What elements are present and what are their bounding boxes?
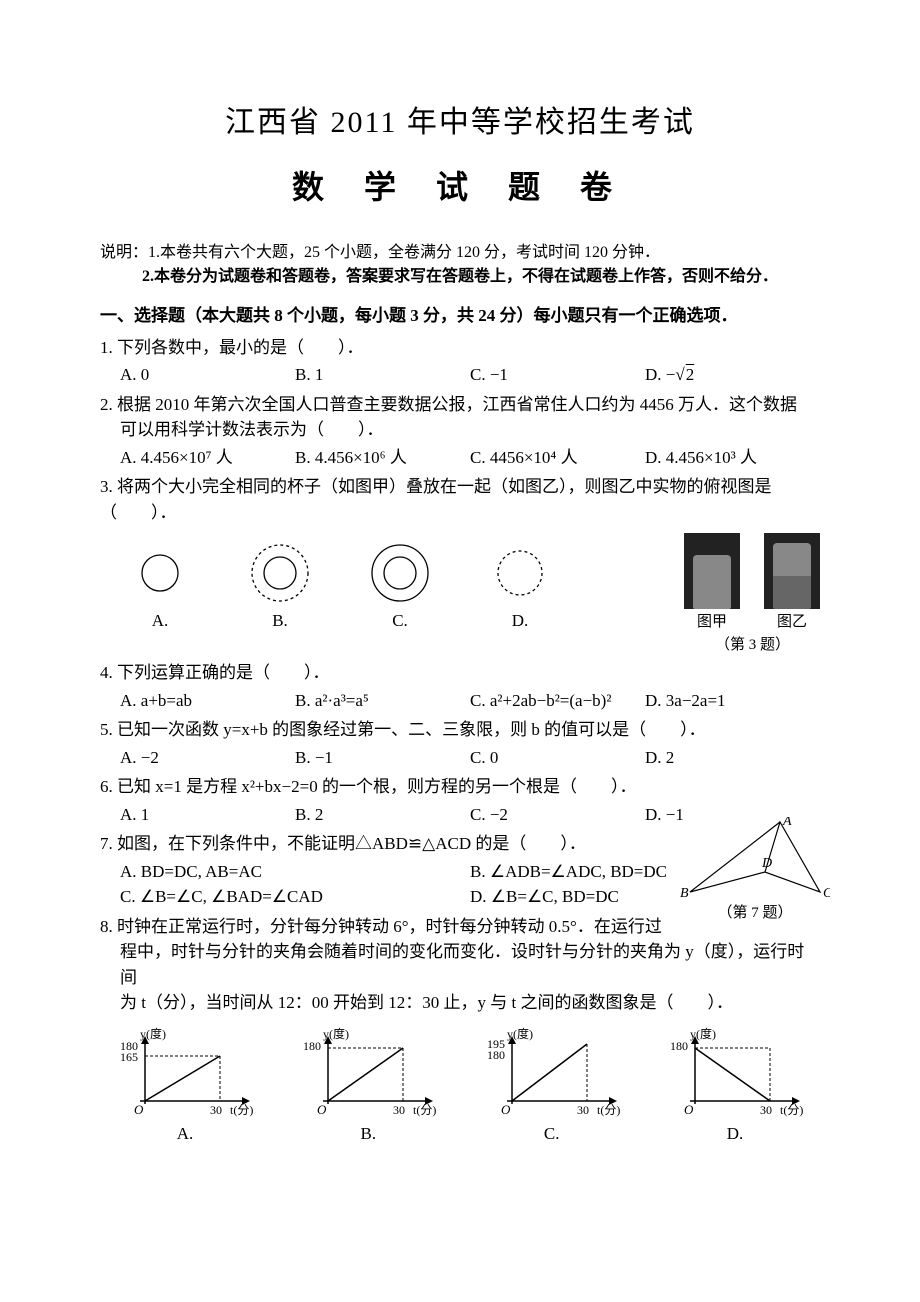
q3-opt-a: A. xyxy=(100,538,220,634)
svg-text:180: 180 xyxy=(303,1039,321,1053)
svg-text:O: O xyxy=(501,1102,511,1117)
q7-opt-a: A. BD=DC, AB=AC xyxy=(120,859,470,885)
question-3: 3. 将两个大小完全相同的杯子（如图甲）叠放在一起（如图乙），则图乙中实物的俯视… xyxy=(100,474,820,656)
q5-opt-a: A. −2 xyxy=(120,745,295,771)
instructions: 说明：1.本卷共有六个大题，25 个小题，全卷满分 120 分，考试时间 120… xyxy=(100,241,820,289)
q2-opt-a: A. 4.456×10⁷ 人 xyxy=(120,445,295,471)
q2-text2: 可以用科学计数法表示为（ ）． xyxy=(120,417,820,443)
q3-fig-d xyxy=(485,538,555,608)
section1-title: 一、选择题（本大题共 8 个小题，每小题 3 分，共 24 分）每小题只有一个正… xyxy=(100,303,820,329)
q2-opt-c: C. 4456×10⁴ 人 xyxy=(470,445,645,471)
q1-opt-d: D. −√2 xyxy=(645,362,820,388)
q8-chart-d: y(度) 180 O 30 t(分) D. xyxy=(650,1026,820,1147)
q3-opt-c: C. xyxy=(340,538,460,634)
q6-opt-b: B. 2 xyxy=(295,802,470,828)
q3-fig-jia: 图甲 xyxy=(684,533,740,634)
q7-caption: （第 7 题） xyxy=(680,902,830,925)
q2-text1: 2. 根据 2010 年第六次全国人口普查主要数据公报，江西省常住人口约为 44… xyxy=(100,392,820,418)
question-5: 5. 已知一次函数 y=x+b 的图象经过第一、二、三象限，则 b 的值可以是（… xyxy=(100,717,820,770)
question-2: 2. 根据 2010 年第六次全国人口普查主要数据公报，江西省常住人口约为 44… xyxy=(100,392,820,471)
exam-subtitle: 数 学 试 题 卷 xyxy=(100,163,820,211)
q3-fig-a xyxy=(130,543,190,603)
q5-opt-b: B. −1 xyxy=(295,745,470,771)
svg-text:t(分): t(分) xyxy=(230,1103,253,1117)
q8-chart-c: y(度) 195 180 O 30 t(分) C. xyxy=(467,1026,637,1147)
q3-fig-yi: 图乙 xyxy=(764,533,820,634)
svg-text:t(分): t(分) xyxy=(597,1103,620,1117)
q7-opt-c: C. ∠B=∠C, ∠BAD=∠CAD xyxy=(120,884,470,910)
q1-opt-a: A. 0 xyxy=(120,362,295,388)
instr-label: 说明： xyxy=(100,244,148,261)
q4-opt-d: D. 3a−2a=1 xyxy=(645,688,820,714)
q4-opt-c: C. a²+2ab−b²=(a−b)² xyxy=(470,688,645,714)
q1-text: 1. 下列各数中，最小的是（ ）． xyxy=(100,335,820,361)
q7-figure: A B C D （第 7 题） xyxy=(680,817,830,925)
svg-text:30: 30 xyxy=(760,1103,772,1117)
q6-opt-c: C. −2 xyxy=(470,802,645,828)
q1-opt-c: C. −1 xyxy=(470,362,645,388)
q4-opt-a: A. a+b=ab xyxy=(120,688,295,714)
svg-text:30: 30 xyxy=(577,1103,589,1117)
q8-chart-b: y(度) 180 O 30 t(分) B. xyxy=(283,1026,453,1147)
q3-fig-c xyxy=(365,538,435,608)
svg-text:B: B xyxy=(680,886,689,901)
q8-chart-a: y(度) 180 165 O 30 t(分) A. xyxy=(100,1026,270,1147)
q1-opt-b: B. 1 xyxy=(295,362,470,388)
q3-fig-b xyxy=(245,538,315,608)
svg-text:t(分): t(分) xyxy=(413,1103,436,1117)
svg-text:180: 180 xyxy=(487,1048,505,1062)
svg-text:165: 165 xyxy=(120,1050,138,1064)
q8-text3: 为 t（分），当时间从 12：00 开始到 12：30 止，y 与 t 之间的函… xyxy=(120,990,820,1016)
q5-text: 5. 已知一次函数 y=x+b 的图象经过第一、二、三象限，则 b 的值可以是（… xyxy=(100,717,820,743)
q5-opt-c: C. 0 xyxy=(470,745,645,771)
q3-caption: （第 3 题） xyxy=(100,634,790,657)
svg-text:D: D xyxy=(761,856,772,871)
svg-text:O: O xyxy=(134,1102,144,1117)
question-4: 4. 下列运算正确的是（ ）． A. a+b=ab B. a²·a³=a⁵ C.… xyxy=(100,660,820,713)
svg-text:30: 30 xyxy=(393,1103,405,1117)
q4-text: 4. 下列运算正确的是（ ）． xyxy=(100,660,820,686)
q2-opt-d: D. 4.456×10³ 人 xyxy=(645,445,820,471)
svg-text:O: O xyxy=(684,1102,694,1117)
q8-text2: 程中，时针与分针的夹角会随着时间的变化而变化．设时针与分针的夹角为 y（度），运… xyxy=(120,939,820,990)
instr-line2: 2.本卷分为试题卷和答题卷，答案要求写在答题卷上，不得在试题卷上作答，否则不给分… xyxy=(142,268,778,285)
q2-opt-b: B. 4.456×10⁶ 人 xyxy=(295,445,470,471)
q3-opt-d: D. xyxy=(460,538,580,634)
q5-opt-d: D. 2 xyxy=(645,745,820,771)
svg-text:180: 180 xyxy=(670,1039,688,1053)
q3-opt-b: B. xyxy=(220,538,340,634)
svg-text:30: 30 xyxy=(210,1103,222,1117)
q4-opt-b: B. a²·a³=a⁵ xyxy=(295,688,470,714)
exam-title: 江西省 2011 年中等学校招生考试 xyxy=(100,100,820,145)
question-1: 1. 下列各数中，最小的是（ ）． A. 0 B. 1 C. −1 D. −√2 xyxy=(100,335,820,388)
q3-text: 3. 将两个大小完全相同的杯子（如图甲）叠放在一起（如图乙），则图乙中实物的俯视… xyxy=(100,474,820,525)
svg-text:O: O xyxy=(317,1102,327,1117)
svg-text:A: A xyxy=(782,817,792,829)
question-8: 8. 时钟在正常运行时，分针每分钟转动 6°，时针每分钟转动 0.5°．在运行过… xyxy=(100,914,820,1147)
question-7: 7. 如图，在下列条件中，不能证明△ABD≌△ACD 的是（ ）． A. BD=… xyxy=(100,831,820,910)
svg-text:C: C xyxy=(823,886,830,901)
instr-line1: 1.本卷共有六个大题，25 个小题，全卷满分 120 分，考试时间 120 分钟… xyxy=(148,244,660,261)
q6-text: 6. 已知 x=1 是方程 x²+bx−2=0 的一个根，则方程的另一个根是（ … xyxy=(100,774,820,800)
q6-opt-a: A. 1 xyxy=(120,802,295,828)
svg-text:t(分): t(分) xyxy=(780,1103,803,1117)
